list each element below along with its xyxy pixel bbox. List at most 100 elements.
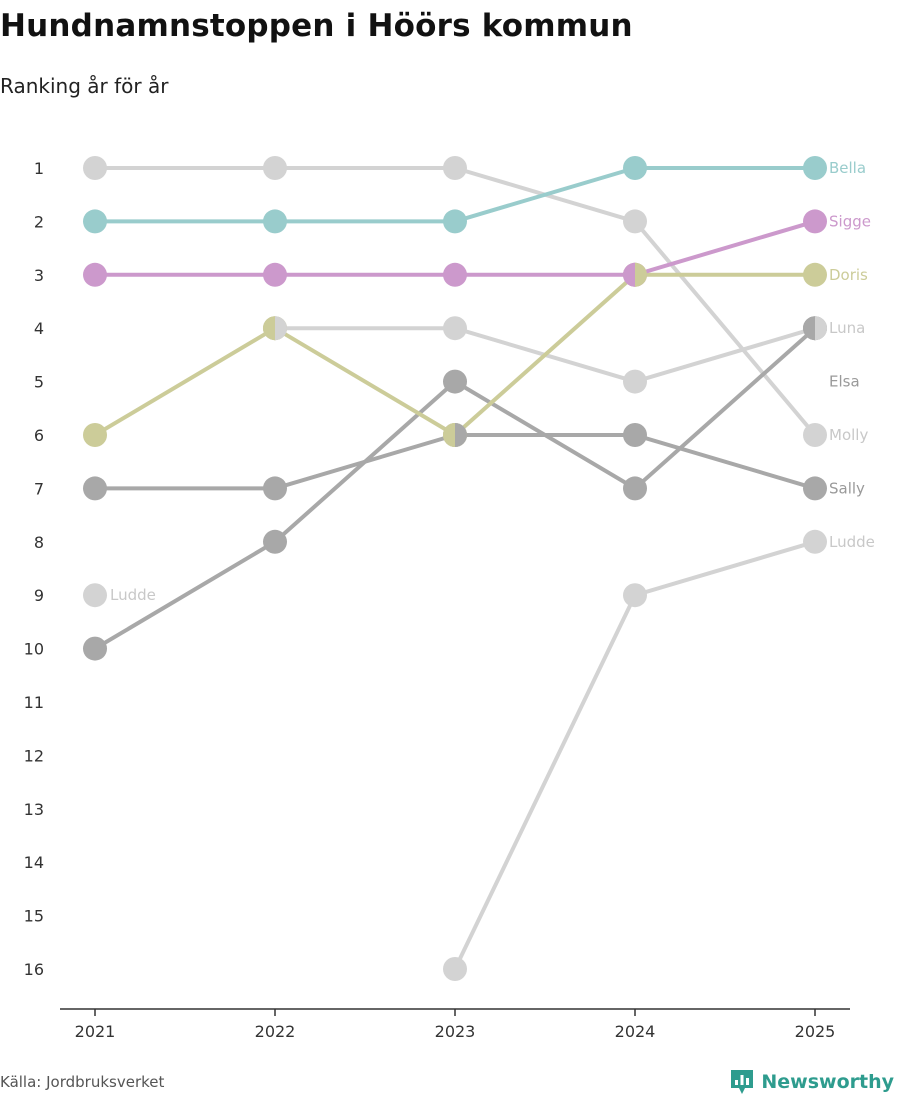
source-note: Källa: Jordbruksverket <box>0 1073 165 1091</box>
brand-name: Newsworthy <box>761 1071 894 1093</box>
series-label-sigge: Sigge <box>829 212 871 230</box>
data-point[interactable] <box>263 476 287 501</box>
data-point[interactable] <box>263 262 287 287</box>
line-segment <box>633 219 817 277</box>
series-line-ludde <box>453 539 817 971</box>
data-point[interactable] <box>83 636 107 661</box>
y-tick-label: 11 <box>24 693 44 712</box>
series-line-bella <box>93 166 817 224</box>
line-segment <box>633 326 817 491</box>
shared-point-left <box>263 316 275 341</box>
series-points-molly <box>83 156 827 447</box>
data-point[interactable] <box>83 262 107 287</box>
series-points-ludde <box>83 529 827 981</box>
data-point[interactable] <box>803 529 827 554</box>
newsworthy-logo[interactable]: Newsworthy <box>729 1068 894 1096</box>
newsworthy-logo-icon <box>731 1070 754 1094</box>
y-tick-label: 6 <box>34 426 44 445</box>
series-lines <box>93 166 817 971</box>
y-tick-label: 12 <box>24 746 44 765</box>
data-point[interactable] <box>803 262 827 287</box>
data-point[interactable] <box>623 156 647 180</box>
line-segment <box>633 219 817 437</box>
line-segment <box>93 326 277 437</box>
y-tick-label: 3 <box>34 266 44 285</box>
data-point[interactable] <box>623 423 647 447</box>
data-point[interactable] <box>443 957 467 981</box>
data-point[interactable] <box>803 156 827 180</box>
line-segment <box>453 593 637 971</box>
data-point[interactable] <box>443 369 467 394</box>
data-point[interactable] <box>83 156 107 180</box>
data-point[interactable] <box>83 476 107 501</box>
y-tick-label: 7 <box>34 479 44 498</box>
data-point[interactable] <box>803 209 827 234</box>
y-tick-label: 14 <box>24 853 44 872</box>
shared-point-right <box>815 316 828 341</box>
series-label-elsa: Elsa <box>829 373 860 391</box>
y-tick-label: 13 <box>24 800 44 819</box>
y-tick-label: 15 <box>24 907 44 926</box>
series-line-molly <box>93 166 817 437</box>
series-label-molly: Molly <box>829 426 868 444</box>
series-label-doris: Doris <box>829 266 868 284</box>
series-line-elsa <box>93 326 817 651</box>
series-label-sally: Sally <box>829 479 865 497</box>
data-point[interactable] <box>83 583 107 608</box>
line-segment <box>273 379 457 544</box>
data-point[interactable] <box>803 476 827 501</box>
series-label-ludde: Ludde <box>829 533 875 551</box>
line-segment <box>453 166 637 224</box>
shared-point-left <box>803 316 815 341</box>
line-segment <box>93 539 277 651</box>
y-tick-label: 4 <box>34 319 44 338</box>
data-point[interactable] <box>83 209 107 234</box>
x-tick-label: 2022 <box>255 1022 296 1041</box>
data-point[interactable] <box>623 209 647 234</box>
chart-subtitle: Ranking år för år <box>0 74 169 98</box>
series-label-start-ludde: Ludde <box>110 586 156 604</box>
line-segment <box>453 379 637 491</box>
x-tick-label: 2021 <box>75 1022 116 1041</box>
x-tick-label: 2024 <box>615 1022 656 1041</box>
data-point[interactable] <box>443 156 467 180</box>
chart-title: Hundnamnstoppen i Höörs kommun <box>0 8 633 44</box>
y-tick-label: 5 <box>34 373 44 392</box>
y-tick-label: 1 <box>34 159 44 178</box>
series-label-bella: Bella <box>829 159 866 177</box>
data-point[interactable] <box>263 156 287 180</box>
line-segment <box>273 326 457 437</box>
x-tick-label: 2025 <box>795 1022 836 1041</box>
series-line-doris <box>93 272 817 437</box>
data-point[interactable] <box>443 262 467 287</box>
y-tick-label: 2 <box>34 212 44 231</box>
line-segment <box>633 433 817 491</box>
series-points <box>83 156 828 981</box>
series-points-bella <box>83 156 827 234</box>
data-point[interactable] <box>83 423 107 447</box>
y-tick-label: 10 <box>24 640 44 659</box>
data-point[interactable] <box>623 369 647 394</box>
series-line-sigge <box>93 219 817 277</box>
shared-point-left <box>623 262 635 287</box>
y-tick-label: 8 <box>34 533 44 552</box>
data-point[interactable] <box>623 476 647 501</box>
data-point[interactable] <box>263 209 287 234</box>
shared-point-right <box>275 316 287 341</box>
shared-point-right <box>635 262 647 287</box>
series-labels: Bella Sigge Doris Luna Elsa Molly Sally Ludde Lu… <box>110 159 875 604</box>
y-tick-label: 9 <box>34 586 44 605</box>
data-point[interactable] <box>443 209 467 234</box>
line-segment <box>633 539 817 598</box>
x-tick-label: 2023 <box>435 1022 476 1041</box>
data-point[interactable] <box>263 529 287 554</box>
shared-point-left <box>443 423 455 447</box>
data-point[interactable] <box>803 423 827 447</box>
line-segment <box>633 326 817 384</box>
line-segment <box>453 272 637 437</box>
data-point[interactable] <box>443 316 467 341</box>
x-axis: 2021 2022 2023 2024 2025 <box>60 1008 850 1041</box>
data-point[interactable] <box>623 583 647 608</box>
